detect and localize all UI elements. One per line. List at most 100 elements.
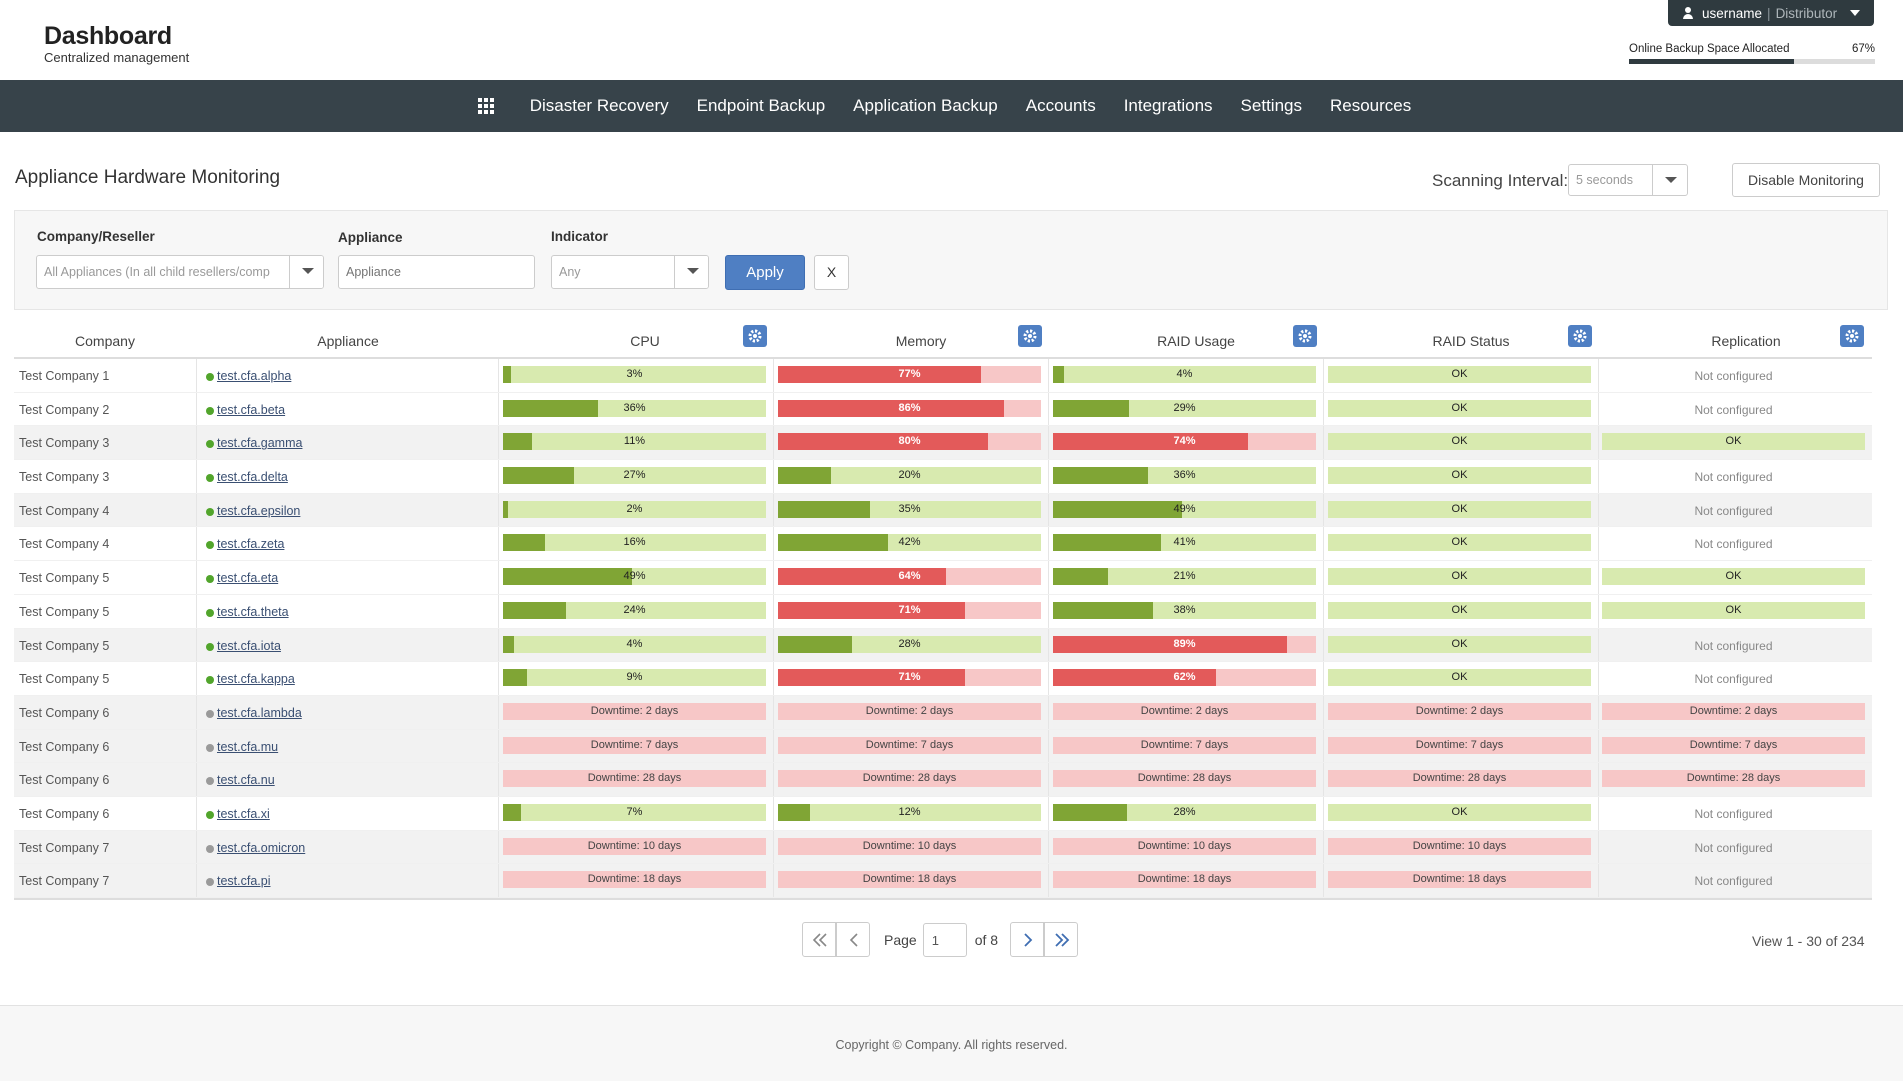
raid-usage-settings-gear-icon[interactable] (1293, 325, 1317, 347)
memory-bar: 28% (778, 635, 1041, 653)
online-status-icon (206, 810, 214, 819)
appliance-link[interactable]: test.cfa.alpha (217, 369, 292, 383)
column-divider (196, 426, 197, 460)
raid-status-badge: OK (1328, 399, 1591, 417)
prev-page-button[interactable] (836, 922, 870, 957)
nav-resources[interactable]: Resources (1329, 96, 1412, 115)
nav-application-backup[interactable]: Application Backup (853, 96, 998, 115)
column-divider (1598, 763, 1599, 796)
raid-status-settings-gear-icon[interactable] (1568, 325, 1592, 347)
user-menu-button[interactable]: username | Distributor (1668, 0, 1874, 26)
cpu-bar-fill (503, 568, 632, 586)
disable-monitoring-button[interactable]: Disable Monitoring (1732, 163, 1880, 197)
table-row: Test Company 5 test.cfa.eta 49% 64% 21% OK OK (14, 561, 1872, 595)
raid-status-badge: OK (1328, 433, 1591, 451)
replication-badge: OK (1602, 568, 1865, 586)
page-total: of 8 (974, 931, 999, 948)
appliance-link[interactable]: test.cfa.nu (217, 773, 275, 788)
caret-down-icon (1665, 177, 1677, 183)
company-cell: Test Company 5 (19, 604, 110, 619)
apply-button[interactable]: Apply (725, 255, 805, 290)
col-raid-usage[interactable]: RAID Usage (1157, 333, 1235, 349)
replication-settings-gear-icon[interactable] (1840, 325, 1864, 347)
indicator-filter-select[interactable]: Any (551, 255, 709, 289)
company-filter-dropdown[interactable] (289, 256, 323, 288)
appliance-link[interactable]: test.cfa.omicron (217, 840, 306, 855)
column-divider (773, 359, 774, 392)
memory-settings-gear-icon[interactable] (1018, 325, 1042, 347)
col-memory[interactable]: Memory (895, 333, 947, 349)
col-replication[interactable]: Replication (1711, 333, 1781, 349)
appliance-link[interactable]: test.cfa.delta (217, 470, 288, 485)
company-cell: Test Company 7 (19, 874, 110, 889)
company-cell: Test Company 1 (19, 369, 110, 383)
scan-interval-value: 5 seconds (1576, 173, 1633, 187)
appliance-link[interactable]: test.cfa.epsilon (217, 503, 301, 518)
raid-usage-bar: 74% (1053, 433, 1316, 451)
company-cell: Test Company 2 (19, 402, 110, 417)
appliance-link[interactable]: test.cfa.xi (217, 806, 270, 821)
column-divider (1598, 460, 1599, 493)
cpu-bar-value: 11% (623, 435, 646, 448)
appliance-link[interactable]: test.cfa.theta (217, 604, 289, 619)
memory-bar: 12% (778, 803, 1041, 821)
table-row: Test Company 6 test.cfa.xi 7% 12% 28% OK Not c… (14, 796, 1872, 831)
column-divider (498, 695, 499, 729)
offline-status-icon (206, 878, 214, 887)
cpu-bar-value: 9% (626, 671, 643, 684)
cpu-settings-gear-icon[interactable] (743, 325, 767, 347)
last-page-button[interactable] (1044, 922, 1079, 957)
col-raid-status[interactable]: RAID Status (1432, 333, 1510, 349)
col-cpu[interactable]: CPU (630, 333, 660, 349)
memory-bar-fill (778, 803, 810, 821)
online-status-icon (206, 575, 214, 584)
page-number-input[interactable]: 1 (922, 922, 967, 957)
raid-status-badge: OK (1328, 635, 1591, 653)
company-filter-select[interactable]: All Appliances (In all child resellers/c… (36, 255, 324, 289)
appliance-link[interactable]: test.cfa.gamma (217, 436, 303, 451)
first-page-button[interactable] (802, 922, 836, 957)
appliance-link[interactable]: test.cfa.iota (217, 638, 281, 653)
nav-disaster-recovery[interactable]: Disaster Recovery (529, 96, 669, 115)
apps-grid-icon[interactable] (477, 98, 494, 114)
footer: Copyright © Company. All rights reserved… (0, 1005, 1903, 1081)
appliance-link[interactable]: test.cfa.lambda (217, 705, 302, 720)
col-appliance[interactable]: Appliance (317, 333, 379, 349)
column-divider (196, 695, 197, 729)
user-separator: | (1767, 5, 1771, 21)
column-divider (498, 864, 499, 897)
pagination: Page 1 of 8 (802, 922, 1079, 957)
raid-status-downtime-bar: Downtime: 10 days (1328, 837, 1591, 855)
caret-down-icon (302, 268, 314, 274)
nav-integrations[interactable]: Integrations (1123, 96, 1213, 115)
scan-interval-select[interactable]: 5 seconds (1568, 164, 1688, 196)
nav-endpoint-backup[interactable]: Endpoint Backup (696, 96, 826, 115)
appliance-filter-input[interactable] (338, 255, 535, 289)
indicator-filter-dropdown[interactable] (674, 256, 708, 288)
column-divider (196, 359, 197, 392)
next-page-button[interactable] (1010, 922, 1045, 957)
nav-accounts[interactable]: Accounts (1025, 96, 1096, 115)
appliance-link[interactable]: test.cfa.pi (217, 874, 271, 889)
clear-filters-button[interactable]: X (814, 255, 849, 290)
raid-status-badge: OK (1328, 669, 1591, 687)
appliance-link[interactable]: test.cfa.kappa (217, 672, 295, 687)
memory-downtime-bar: Downtime: 2 days (778, 702, 1041, 720)
online-status-icon (206, 608, 214, 617)
column-divider (773, 594, 774, 628)
scan-interval-dropdown[interactable] (1652, 165, 1687, 195)
appliance-link[interactable]: test.cfa.mu (217, 739, 279, 754)
table-row: Test Company 4 test.cfa.epsilon 2% 35% 49% OK… (14, 493, 1872, 528)
column-divider (1598, 359, 1599, 392)
memory-bar-value: 28% (898, 637, 921, 650)
brand-title: Dashboard (44, 22, 172, 50)
cpu-bar-fill (503, 635, 514, 653)
nav-settings[interactable]: Settings (1240, 96, 1302, 115)
company-cell: Test Company 6 (19, 773, 110, 788)
col-company[interactable]: Company (75, 333, 135, 349)
appliance-link[interactable]: test.cfa.eta (217, 571, 279, 586)
appliance-link[interactable]: test.cfa.zeta (217, 537, 285, 552)
offline-status-icon (206, 844, 214, 853)
column-divider (1598, 695, 1599, 729)
appliance-link[interactable]: test.cfa.beta (217, 402, 286, 417)
